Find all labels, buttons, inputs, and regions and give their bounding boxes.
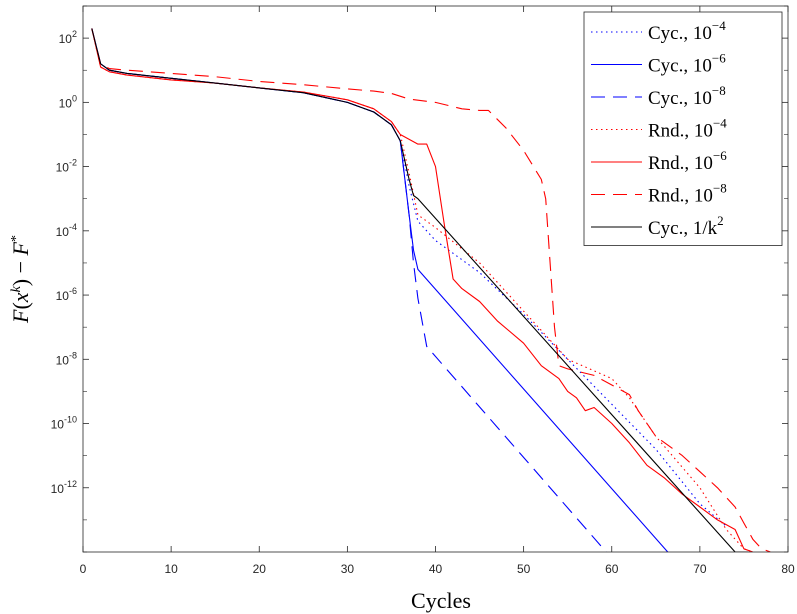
x-tick-label: 10 bbox=[164, 562, 178, 576]
x-tick-label: 80 bbox=[781, 562, 795, 576]
y-tick-label: 10-8 bbox=[56, 350, 77, 367]
y-tick-label: 10-6 bbox=[56, 286, 77, 303]
legend: Cyc., 10−4 Cyc., 10−6 Cyc., 10−8 Rnd., 10−4… bbox=[583, 11, 783, 246]
legend-label-1: Cyc., 10−4 bbox=[648, 18, 726, 44]
axes: 0 10 20 30 40 50 60 70 80 102 100 10-2 10-4 10-6 10-8 1… bbox=[51, 5, 795, 576]
x-tick-label: 20 bbox=[253, 562, 267, 576]
series-line-6 bbox=[91, 28, 771, 552]
x-tick-label: 30 bbox=[341, 562, 355, 576]
legend-label-3: Cyc., 10−8 bbox=[648, 83, 726, 109]
y-axis-label: F(xk) − F* bbox=[8, 235, 33, 324]
y-tick-label: 10-10 bbox=[51, 415, 77, 432]
legend-label-6: Rnd., 10−8 bbox=[648, 181, 727, 207]
y-tick-label: 102 bbox=[59, 29, 77, 46]
legend-label-7: Cyc., 1/k2 bbox=[648, 213, 724, 239]
x-tick-label: 70 bbox=[693, 562, 707, 576]
legend-label-2: Cyc., 10−6 bbox=[648, 51, 726, 77]
x-axis-label: Cycles bbox=[411, 588, 471, 613]
y-tick-label: 10-2 bbox=[56, 158, 77, 175]
x-tick-label: 0 bbox=[80, 562, 87, 576]
legend-box bbox=[583, 11, 783, 246]
x-tick-label: 40 bbox=[429, 562, 443, 576]
x-tick-label: 50 bbox=[517, 562, 531, 576]
legend-label-5: Rnd., 10−6 bbox=[648, 148, 727, 174]
y-tick-label: 10-12 bbox=[51, 479, 77, 496]
series-line-7 bbox=[91, 28, 749, 552]
legend-label-4: Rnd., 10−4 bbox=[648, 116, 727, 142]
series-layer bbox=[91, 28, 771, 552]
y-tick-label: 10-4 bbox=[56, 222, 77, 239]
y-tick-label: 100 bbox=[59, 93, 77, 110]
x-tick-label: 60 bbox=[605, 562, 619, 576]
